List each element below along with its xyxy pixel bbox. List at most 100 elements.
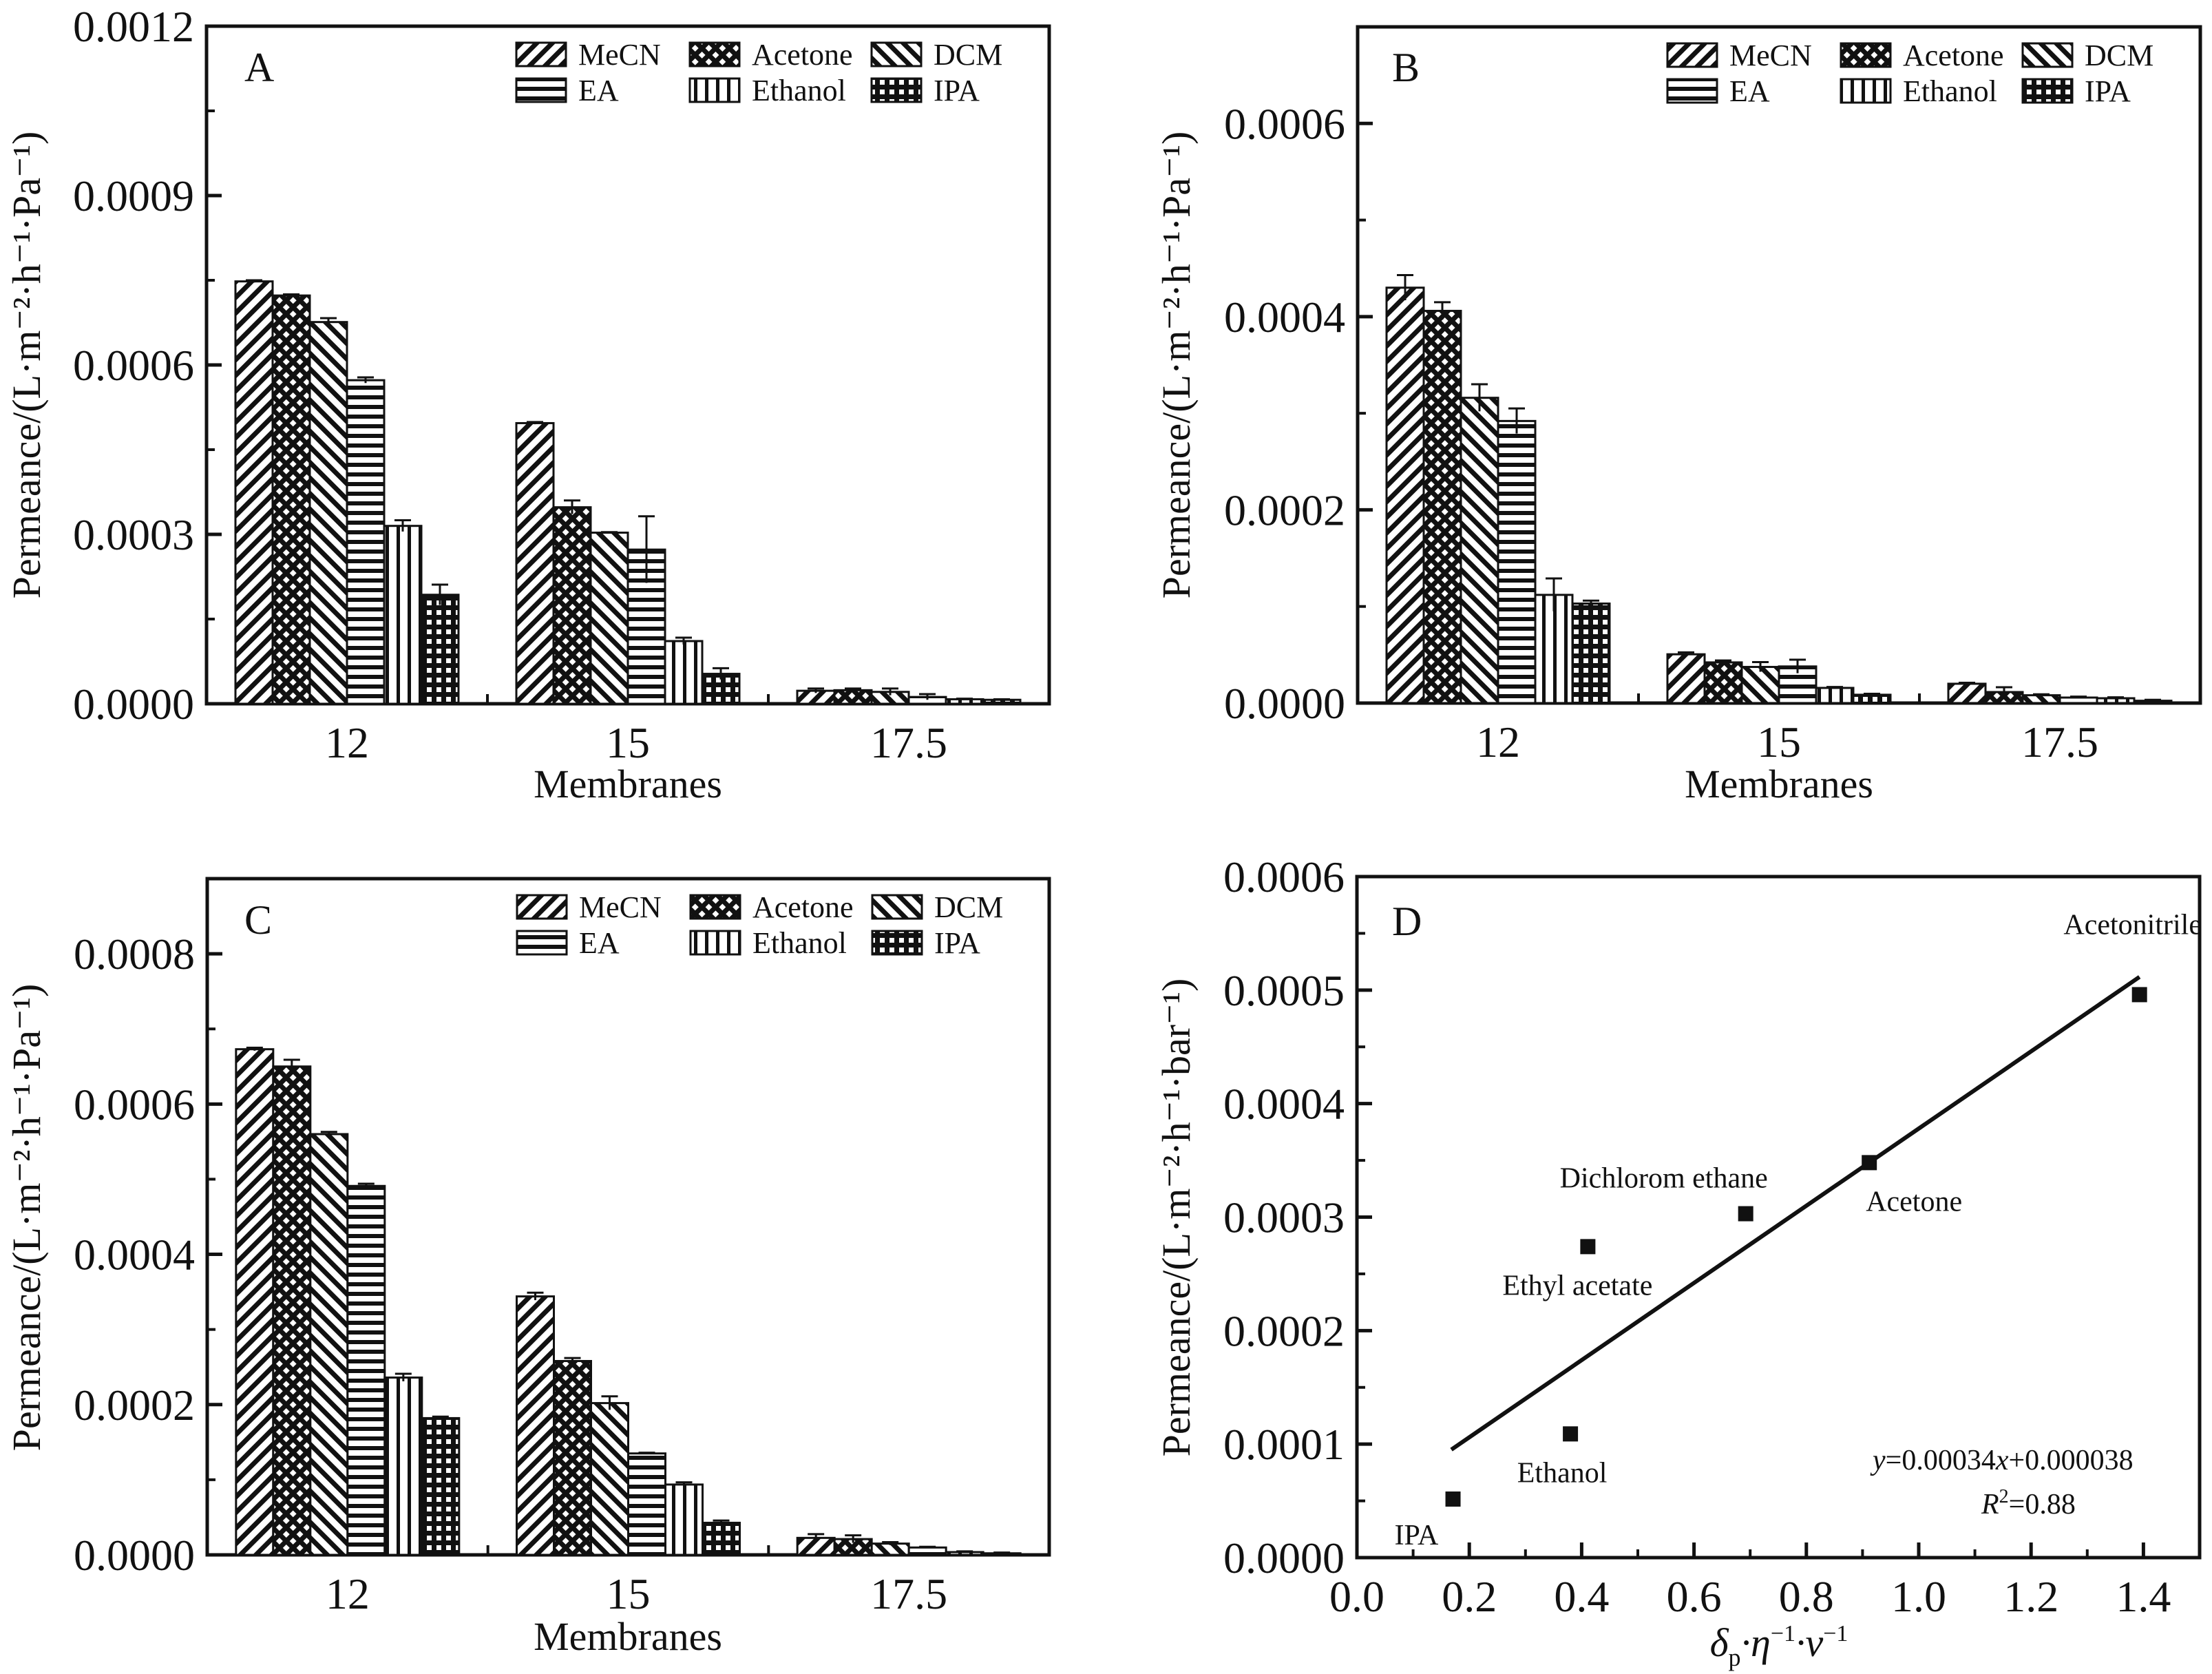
bar — [1385, 286, 1425, 704]
x-tick-label: 0.6 — [1667, 1572, 1722, 1621]
bar — [589, 532, 629, 705]
panel-label: C — [244, 897, 272, 943]
bar — [1497, 419, 1537, 704]
bar — [383, 525, 423, 705]
x-tick-label: 17.5 — [2021, 718, 2098, 766]
eq-intercept: +0.000038 — [2009, 1445, 2134, 1476]
legend-label: EA — [1729, 74, 1770, 108]
bar — [421, 1416, 461, 1556]
bar — [1422, 309, 1462, 704]
x-tick-label: 0.0 — [1329, 1572, 1384, 1621]
panel-label: A — [244, 45, 274, 90]
r2-sup: 2 — [1999, 1486, 2009, 1507]
legend-swatch — [515, 77, 567, 103]
panel-c-marks: 0.0000 0.0002 0.0004 0.0006 0.0008 12 15 17.5 Me… — [74, 877, 1051, 1618]
bar — [272, 1065, 312, 1556]
bar — [907, 1546, 947, 1556]
bar — [590, 1402, 629, 1556]
x-tick-label: 17.5 — [870, 718, 947, 767]
bar — [945, 698, 984, 705]
bar — [1947, 682, 1987, 704]
legend-label: Ethanol — [752, 926, 847, 960]
legend-swatch — [1840, 78, 1892, 104]
bar — [1703, 661, 1743, 704]
panel-label: B — [1392, 45, 1420, 90]
panel-label: D — [1392, 899, 1422, 944]
legend-swatch — [870, 41, 923, 67]
legend-swatch — [871, 930, 923, 956]
bar — [271, 294, 311, 705]
legend-swatch — [689, 894, 741, 920]
bar — [833, 689, 873, 705]
legend-label: DCM — [934, 38, 1002, 72]
y-axis-title: Permeance/(L·m⁻²·h⁻¹·Pa⁻¹) — [4, 984, 49, 1452]
x-axis-title: Membranes — [534, 1614, 722, 1659]
y-tick-label: 0.0006 — [1223, 852, 1345, 901]
legend-swatch — [689, 930, 741, 956]
point-label: IPA — [1395, 1520, 1439, 1551]
x-tick-label: 15 — [606, 718, 650, 767]
legend-label: EA — [578, 74, 619, 107]
legend-label: DCM — [934, 890, 1003, 924]
legend-label: IPA — [2085, 74, 2131, 108]
data-point — [1445, 1491, 1461, 1507]
x-tick-label: 12 — [326, 1569, 370, 1618]
x-tick-label: 0.4 — [1554, 1572, 1609, 1621]
x-title-delta: δ — [1710, 1620, 1729, 1665]
legend-label: Acetone — [1903, 39, 2004, 72]
x-tick-label: 1.4 — [2116, 1572, 2171, 1621]
panel-b-marks: 0.0000 0.0002 0.0004 0.0006 12 15 17.5 MeCN Acet… — [1224, 25, 2202, 766]
eq-slope: =0.00034 — [1886, 1445, 1996, 1476]
r-squared: R2=0.88 — [1981, 1486, 2076, 1520]
legend-swatch — [1840, 42, 1892, 68]
eq-x: x — [1995, 1445, 2009, 1476]
bar — [982, 698, 1022, 705]
point-label: Acetone — [1866, 1186, 1962, 1217]
data-point — [1580, 1239, 1596, 1255]
x-tick-label: 0.2 — [1442, 1572, 1497, 1621]
panel-a: A Membranes Permeance/(L·m⁻²·h⁻¹·Pa⁻¹) — [4, 45, 722, 806]
legend-swatch — [870, 77, 923, 103]
legend-label: MeCN — [579, 890, 662, 924]
data-point — [2131, 987, 2147, 1003]
bar — [870, 1542, 910, 1556]
fit-line — [1450, 975, 2141, 1452]
legend-swatch — [2021, 42, 2074, 68]
legend-label: EA — [579, 926, 620, 960]
x-title-sub: p — [1729, 1644, 1741, 1671]
bar — [516, 1295, 555, 1556]
point-label: Ethyl acetate — [1502, 1270, 1652, 1301]
x-title-sup2: −1 — [1823, 1621, 1848, 1646]
y-tick-label: 0.0012 — [73, 2, 194, 51]
x-title-nu: ·ν — [1795, 1620, 1824, 1665]
x-axis-title: Membranes — [534, 762, 722, 806]
y-tick-label: 0.0003 — [73, 510, 194, 559]
y-tick-label: 0.0004 — [1224, 293, 1345, 342]
bar — [420, 594, 460, 705]
legend-label: MeCN — [578, 38, 661, 72]
y-axis-title: Permeance/(L·m⁻²·h⁻¹·Pa⁻¹) — [4, 132, 49, 599]
y-tick-label: 0.0000 — [73, 680, 194, 729]
y-tick-label: 0.0002 — [74, 1381, 195, 1430]
eq-y: y — [1870, 1445, 1886, 1476]
y-tick-label: 0.0005 — [1223, 966, 1345, 1015]
x-tick-label: 17.5 — [870, 1569, 947, 1618]
y-tick-label: 0.0008 — [74, 930, 195, 979]
bar — [702, 1521, 741, 1556]
legend-label: Ethanol — [752, 74, 846, 107]
bar — [346, 1184, 386, 1556]
bar — [553, 1359, 592, 1556]
legend-label: DCM — [2085, 39, 2153, 72]
bar — [309, 1133, 349, 1556]
bar — [627, 1452, 666, 1556]
legend-label: Ethanol — [1903, 74, 1997, 108]
bar — [1666, 653, 1706, 704]
x-title-sup1: −1 — [1771, 1621, 1795, 1646]
bar — [664, 640, 704, 705]
y-axis-title: Permeance/(L·m⁻²·h⁻¹·Pa⁻¹) — [1154, 132, 1199, 599]
x-tick-label: 15 — [607, 1569, 651, 1618]
bar — [383, 1376, 423, 1556]
bar — [234, 280, 274, 705]
bar — [346, 379, 386, 705]
y-tick-label: 0.0006 — [1224, 99, 1345, 148]
